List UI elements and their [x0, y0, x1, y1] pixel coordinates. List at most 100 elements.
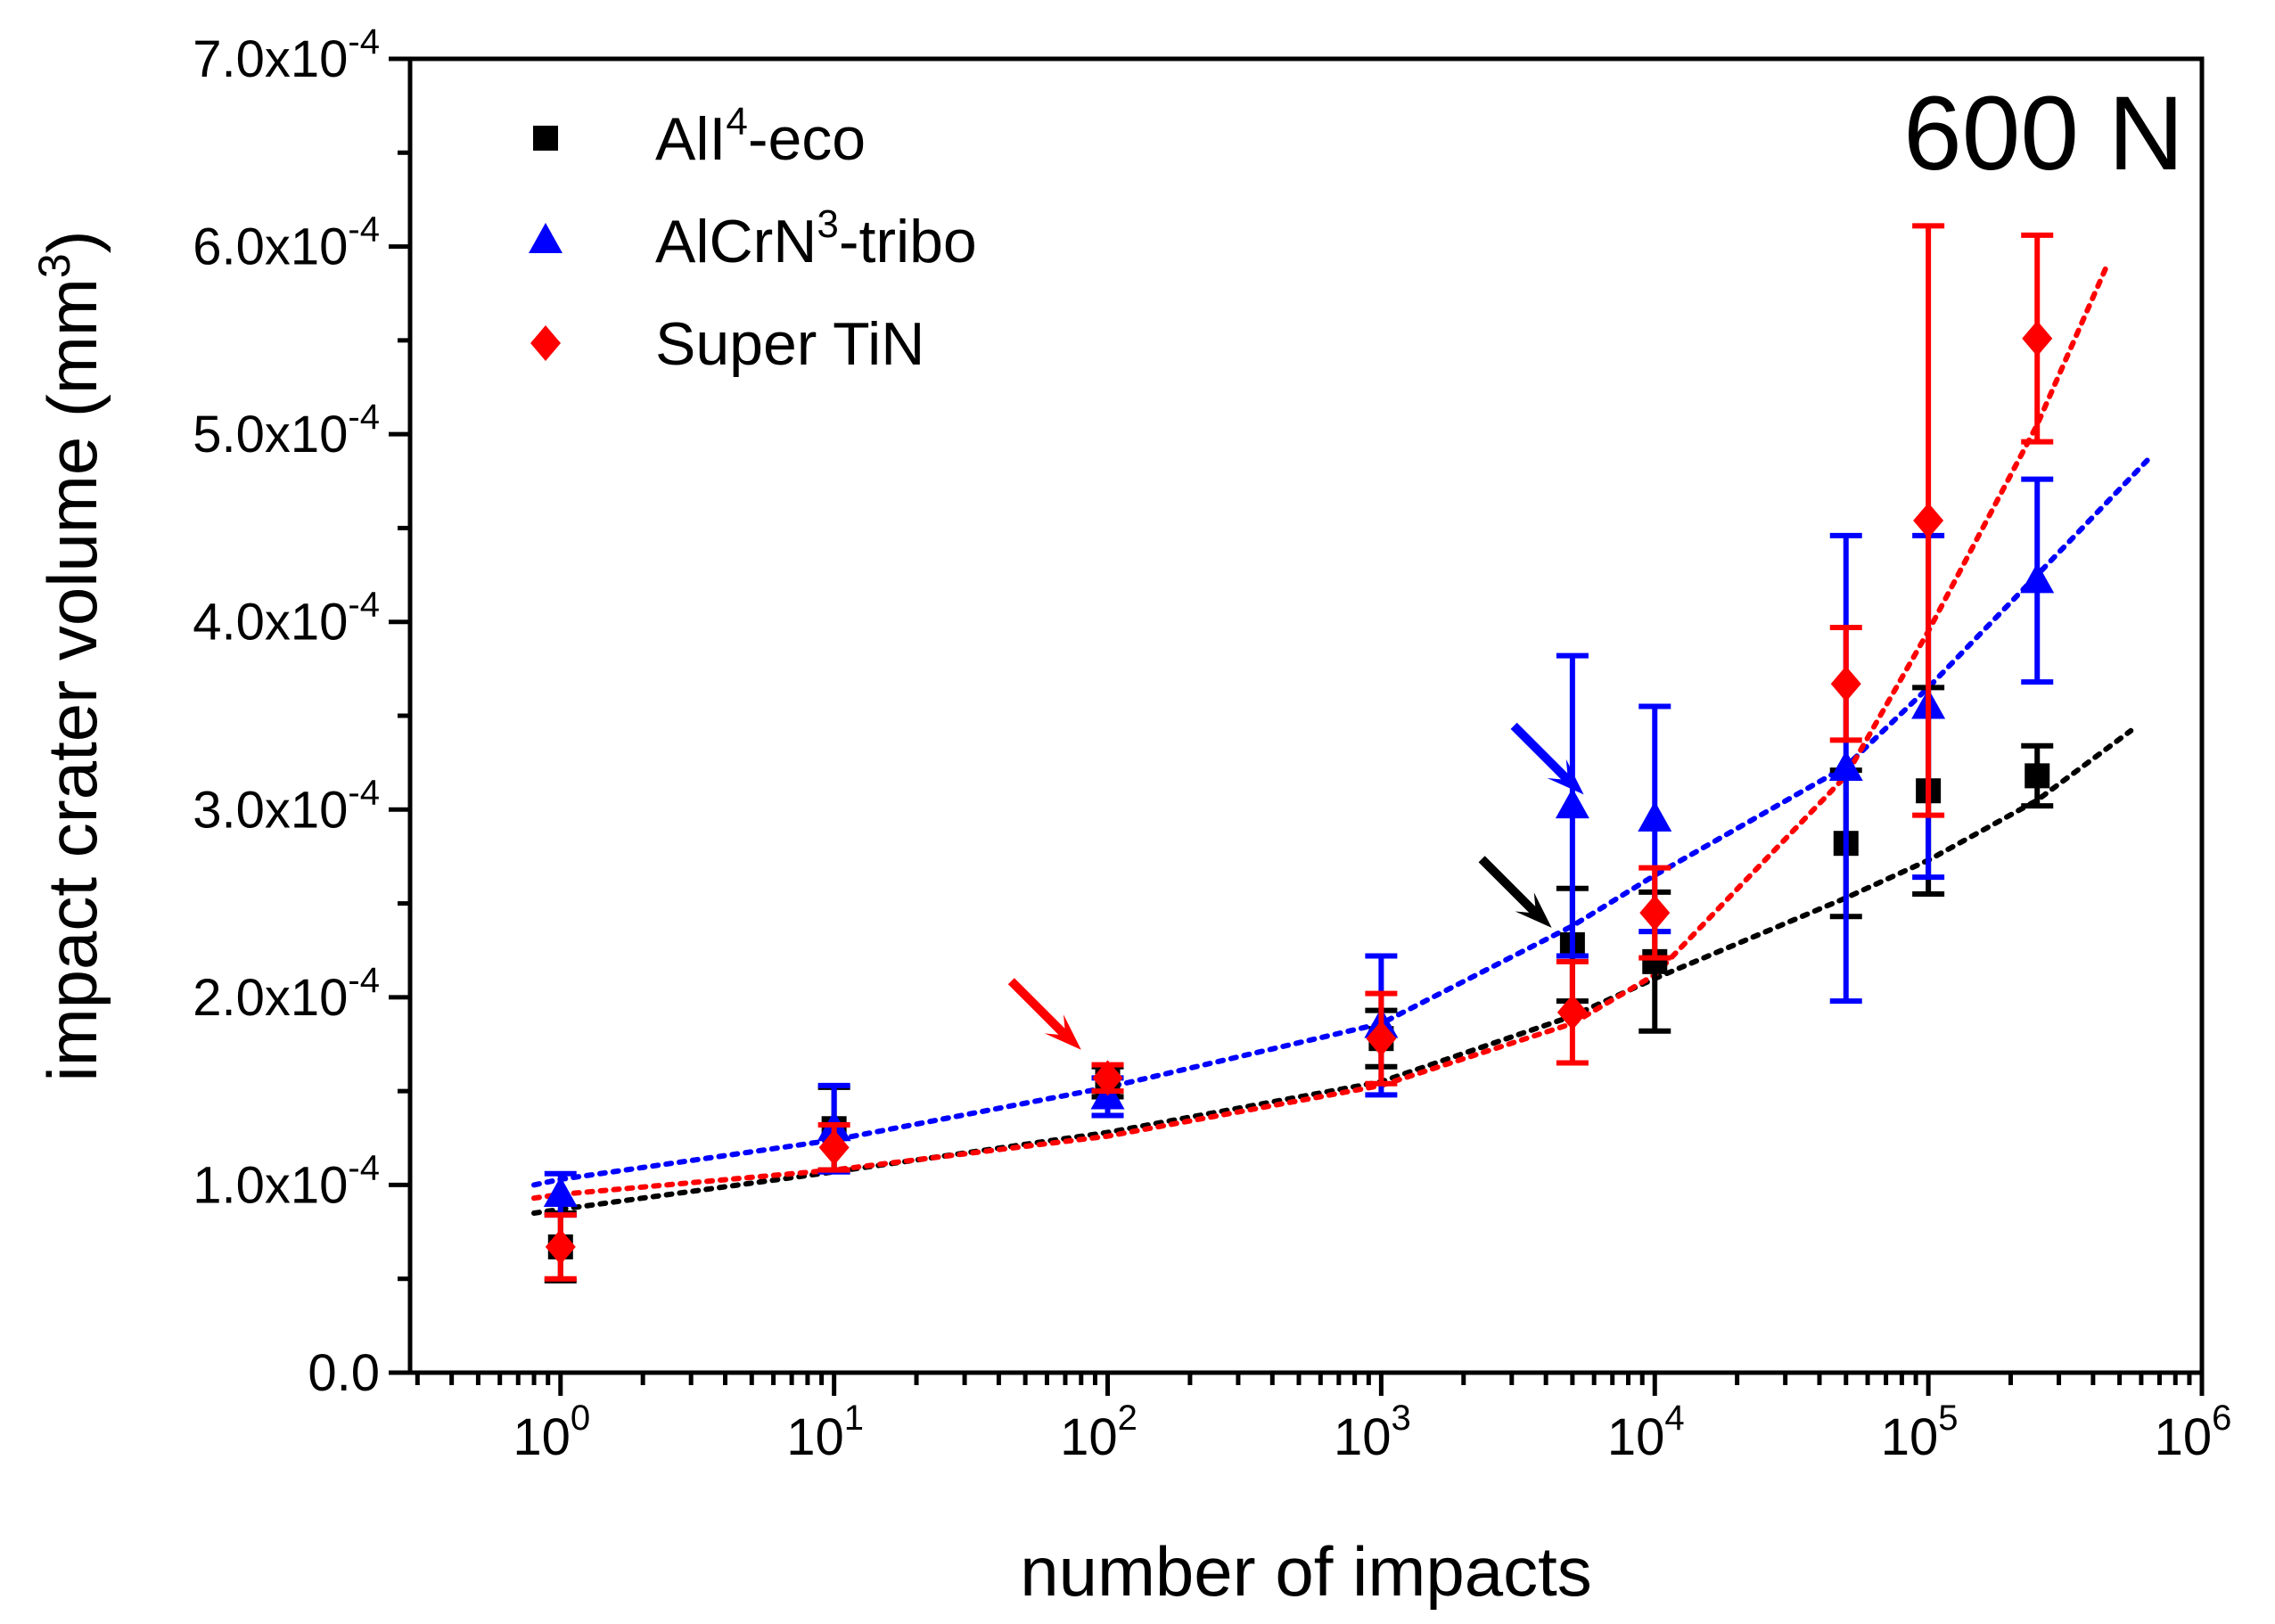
- y-tick-label-sup-6: -4: [348, 210, 380, 250]
- y-axis-title-main: impact crater volume (mm: [33, 278, 111, 1082]
- x-tick-label-5: 105: [1881, 1398, 1959, 1466]
- point-s0-8: [2021, 742, 2054, 809]
- arrow-1: [1510, 722, 1584, 795]
- marker-square-8: [2025, 763, 2050, 789]
- y-tick-label-3: 3.0x10-4: [193, 773, 380, 839]
- x-tick-label-base-4: 10: [1607, 1408, 1665, 1466]
- legend-entry-2: Super TiN: [530, 310, 924, 378]
- legend-marker-square: [533, 126, 558, 151]
- legend-label-main: AlI: [655, 105, 726, 173]
- x-tick-label-sup-4: 4: [1664, 1398, 1684, 1438]
- x-tick-label-base-0: 10: [513, 1408, 571, 1466]
- y-axis-title-tail: ): [33, 230, 111, 253]
- x-tick-label-base-1: 10: [786, 1408, 844, 1466]
- y-tick-label-sup-5: -4: [348, 398, 380, 437]
- point-s1-6: [1828, 532, 1863, 1005]
- point-s2-7: [1912, 223, 1945, 818]
- marker-diamond-8: [2022, 320, 2053, 357]
- x-tick-label-sup-0: 0: [571, 1398, 590, 1438]
- legend-label-tail: -eco: [748, 105, 866, 173]
- y-tick-label-base-4: 4.0x10: [193, 594, 348, 652]
- y-tick-label-6: 6.0x10-4: [193, 210, 380, 276]
- y-tick-label-base-7: 7.0x10: [193, 30, 348, 88]
- x-tick-label-4: 104: [1607, 1398, 1685, 1466]
- point-s2-3: [1365, 990, 1398, 1087]
- point-s2-2: [1091, 1060, 1124, 1096]
- y-tick-label-5: 5.0x10-4: [193, 398, 380, 463]
- y-axis-title: impact crater volume (mm3): [29, 230, 111, 1081]
- legend-label-2: Super TiN: [655, 310, 924, 378]
- y-tick-label-sup-4: -4: [348, 586, 380, 625]
- x-tick-label-sup-6: 6: [2212, 1398, 2231, 1438]
- x-tick-label-2: 102: [1060, 1398, 1138, 1466]
- x-tick-label-sup-1: 1: [844, 1398, 864, 1438]
- y-tick-label-sup-1: -4: [348, 1148, 380, 1187]
- marker-diamond-6: [1830, 666, 1861, 702]
- x-tick-label-0: 100: [513, 1398, 590, 1466]
- marker-triangle-6: [1828, 750, 1863, 781]
- y-tick-label-base-5: 5.0x10: [193, 406, 348, 463]
- legend: AlI4-eco AlCrN3-tribo Super TiN: [529, 100, 977, 378]
- arrow-2: [1478, 856, 1552, 928]
- legend-label-sup: 3: [817, 202, 838, 246]
- marker-diamond-5: [1639, 895, 1671, 931]
- marker-triangle-4: [1555, 788, 1589, 819]
- y-tick-label-4: 4.0x10-4: [193, 586, 380, 652]
- y-tick-label-7: 7.0x10-4: [193, 22, 380, 88]
- marker-diamond-2: [1092, 1060, 1123, 1096]
- y-tick-label-base-2: 2.0x10: [193, 969, 348, 1027]
- point-s1-8: [2020, 476, 2055, 685]
- point-s2-6: [1829, 625, 1862, 743]
- x-tick-label-3: 103: [1334, 1398, 1411, 1466]
- marker-diamond-4: [1556, 994, 1588, 1030]
- marker-diamond-1: [818, 1129, 850, 1166]
- legend-marker-diamond: [530, 325, 561, 361]
- x-tick-label-base-3: 10: [1334, 1408, 1392, 1466]
- legend-label-0: AlI4-eco: [655, 100, 866, 173]
- arrow-0: [1007, 978, 1081, 1050]
- legend-label-main: Super TiN: [655, 310, 924, 378]
- x-axis-title: number of impacts: [1020, 1532, 1592, 1611]
- fit-curve-0: [531, 727, 2134, 1216]
- y-tick-label-base-0: 0.0: [308, 1344, 380, 1402]
- marker-triangle-5: [1638, 800, 1672, 832]
- marker-diamond-3: [1366, 1021, 1397, 1057]
- point-s2-4: [1556, 958, 1589, 1066]
- fit-curve-1: [531, 454, 2154, 1188]
- y-tick-label-0: 0.0: [308, 1344, 380, 1402]
- y-tick-label-1: 1.0x10-4: [193, 1148, 380, 1214]
- arrow-shape-1: [1510, 722, 1584, 795]
- point-s2-5: [1638, 865, 1671, 961]
- x-tick-label-base-6: 10: [2155, 1408, 2213, 1466]
- x-tick-label-1: 101: [786, 1398, 864, 1466]
- y-tick-label-sup-7: -4: [348, 22, 380, 62]
- x-tick-label-sup-2: 2: [1118, 1398, 1138, 1438]
- legend-label-main: AlCrN: [655, 208, 817, 275]
- fit-curves: [531, 262, 2154, 1216]
- arrow-shape-0: [1007, 978, 1081, 1050]
- y-tick-label-base-1: 1.0x10: [193, 1156, 348, 1214]
- arrow-shape-2: [1478, 856, 1552, 928]
- y-tick-label-base-6: 6.0x10: [193, 218, 348, 276]
- y-axis-title-sup: 3: [29, 253, 79, 278]
- x-tick-label-sup-5: 5: [1938, 1398, 1958, 1438]
- x-tick-label-base-5: 10: [1881, 1408, 1939, 1466]
- legend-label-1: AlCrN3-tribo: [655, 202, 977, 275]
- marker-diamond-0: [545, 1228, 576, 1265]
- x-tick-label-6: 106: [2155, 1398, 2232, 1466]
- y-tick-label-2: 2.0x10-4: [193, 961, 380, 1027]
- point-s1-4: [1555, 652, 1589, 959]
- y-tick-label-sup-3: -4: [348, 773, 380, 812]
- legend-label-sup: 4: [726, 100, 747, 144]
- marker-triangle-0: [543, 1176, 578, 1207]
- point-s2-0: [544, 1212, 577, 1282]
- point-s2-1: [817, 1122, 850, 1173]
- axes: 0.01.0x10-42.0x10-43.0x10-44.0x10-45.0x1…: [193, 22, 2231, 1466]
- fit-curve-2: [531, 262, 2110, 1202]
- x-tick-label-base-2: 10: [1060, 1408, 1118, 1466]
- load-annotation: 600 N: [1903, 75, 2184, 193]
- legend-entry-0: AlI4-eco: [533, 100, 866, 173]
- legend-marker-triangle: [529, 223, 563, 253]
- marker-diamond-7: [1913, 503, 1944, 539]
